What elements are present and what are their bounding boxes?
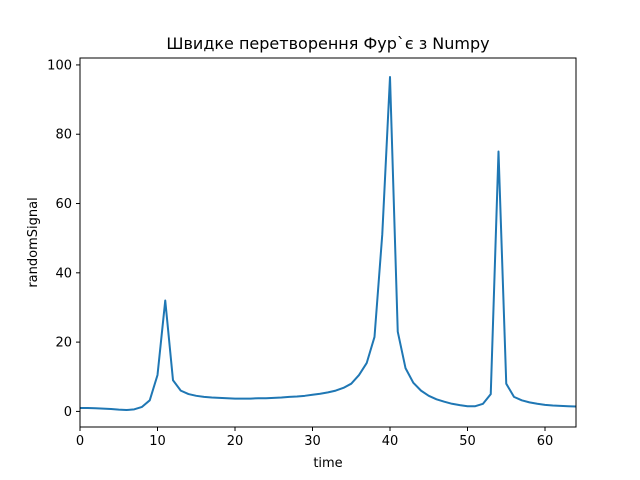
x-tick-label: 10	[149, 434, 166, 449]
y-axis-ticks: 0 20 40 60 80 100	[47, 58, 80, 420]
x-axis-label: time	[313, 456, 342, 471]
chart-title: Швидке перетворення Фур`є з Numpy	[166, 34, 489, 53]
x-tick-label: 0	[76, 434, 84, 449]
plot-area	[80, 58, 576, 427]
x-axis-ticks: 0 10 20 30 40 50 60	[76, 427, 553, 449]
x-tick-label: 60	[537, 434, 554, 449]
x-tick-label: 20	[227, 434, 244, 449]
y-tick-label: 80	[55, 128, 72, 143]
series-line	[80, 76, 577, 412]
x-tick-label: 30	[304, 434, 321, 449]
y-tick-label: 60	[55, 197, 72, 212]
y-axis-label: randomSignal	[26, 197, 41, 287]
plot-frame	[79, 57, 577, 428]
y-tick-label: 100	[47, 58, 72, 73]
series-group	[80, 76, 577, 412]
y-tick-label: 40	[55, 266, 72, 281]
x-tick-label: 50	[459, 434, 476, 449]
y-tick-label: 20	[55, 336, 72, 351]
x-tick-label: 40	[382, 434, 399, 449]
y-tick-label: 0	[64, 405, 72, 420]
